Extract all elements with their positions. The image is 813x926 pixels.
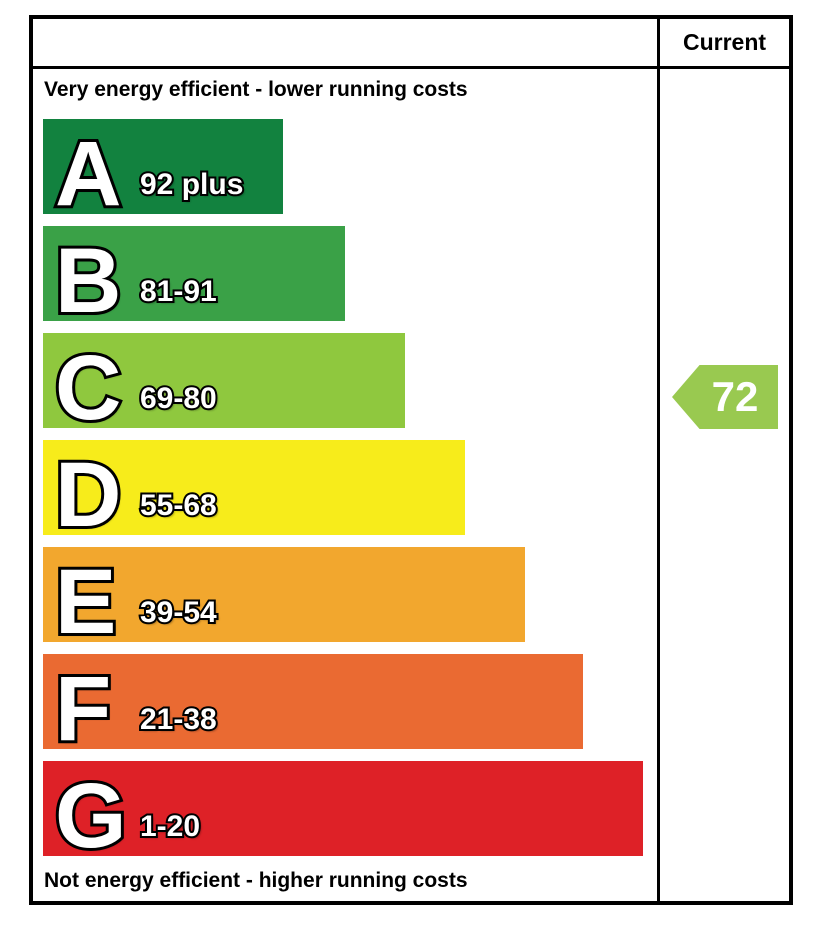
current-rating-value: 72 bbox=[711, 373, 759, 420]
band-row-b: B 81-91 bbox=[43, 226, 345, 330]
band-row-e: E 39-54 bbox=[43, 547, 525, 651]
table-body-row: Very energy efficient - lower running co… bbox=[33, 69, 789, 901]
band-letter-d: D bbox=[52, 444, 124, 546]
current-column-header: Current bbox=[657, 19, 789, 66]
band-letter-c: C bbox=[52, 337, 124, 439]
epc-table: Current Very energy efficient - lower ru… bbox=[29, 15, 793, 905]
band-letter-f: F bbox=[52, 658, 114, 760]
current-rating-arrow: 72 bbox=[672, 365, 778, 429]
band-range-f: 21-38 bbox=[138, 703, 219, 737]
band-range-g: 1-20 bbox=[138, 810, 202, 844]
band-letter-g: G bbox=[52, 765, 130, 867]
current-rating-cell: 72 bbox=[657, 69, 789, 901]
band-letter-a: A bbox=[52, 123, 124, 225]
header-spacer-cell bbox=[33, 19, 657, 66]
band-range-d: 55-68 bbox=[138, 489, 219, 523]
rating-scale-cell: Very energy efficient - lower running co… bbox=[33, 69, 657, 901]
bottom-caption: Not energy efficient - higher running co… bbox=[44, 869, 468, 892]
band-range-a: 92 plus bbox=[138, 168, 245, 202]
band-range-e: 39-54 bbox=[138, 596, 219, 630]
band-row-c: C 69-80 bbox=[43, 333, 405, 437]
band-range-c: 69-80 bbox=[138, 382, 219, 416]
band-row-g: G 1-20 bbox=[43, 761, 643, 865]
table-header-row: Current bbox=[33, 19, 789, 69]
band-range-b: 81-91 bbox=[138, 275, 219, 309]
band-row-f: F 21-38 bbox=[43, 654, 583, 758]
band-row-d: D 55-68 bbox=[43, 440, 465, 544]
band-letter-e: E bbox=[52, 551, 119, 653]
top-caption: Very energy efficient - lower running co… bbox=[44, 78, 468, 101]
band-row-a: A 92 plus bbox=[43, 119, 283, 223]
band-letter-b: B bbox=[52, 230, 124, 332]
